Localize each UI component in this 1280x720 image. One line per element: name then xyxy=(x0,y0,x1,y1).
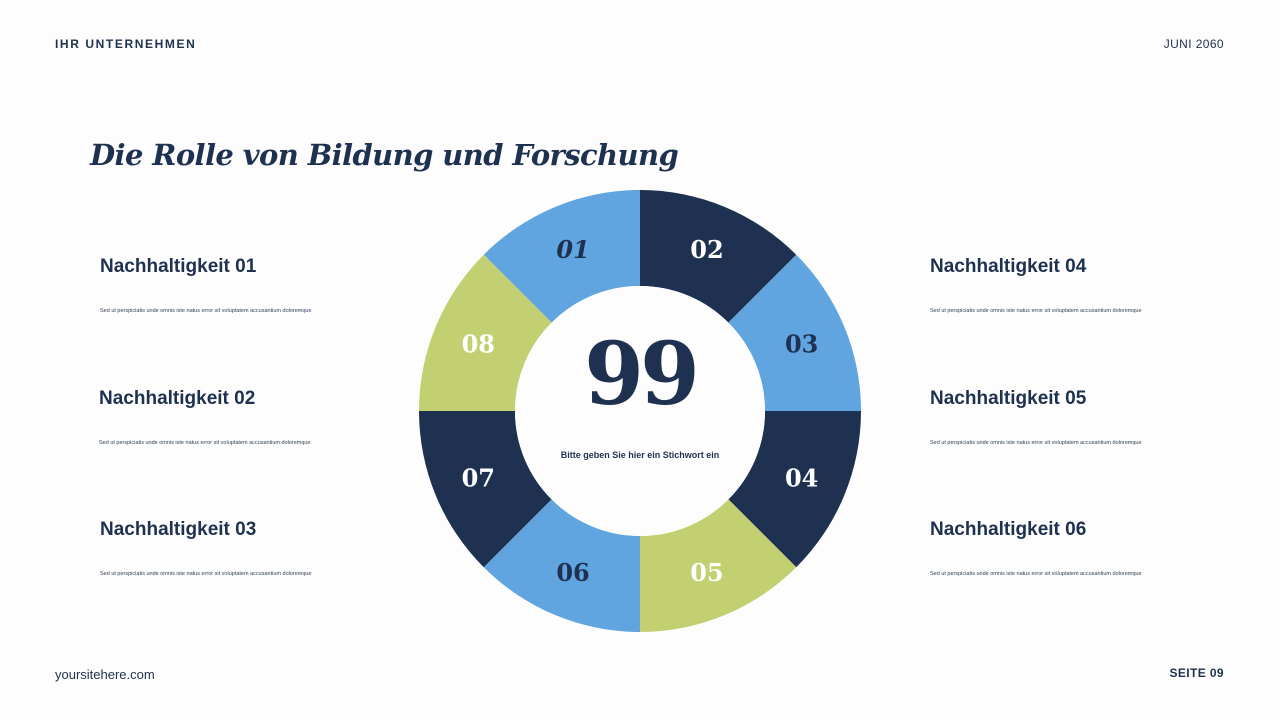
item-4: Nachhaltigkeit 04 Sed ut perspiciatis un… xyxy=(930,256,1230,314)
ring-segment-01 xyxy=(483,190,640,323)
center-keyword: Bitte geben Sie hier ein Stichwort ein xyxy=(560,450,720,460)
ring-segment-label-02: 02 xyxy=(690,235,723,264)
company-name: IHR UNTERNEHMEN xyxy=(55,37,197,51)
item-text: Sed ut perspiciatis unde omnis iste natu… xyxy=(100,571,312,577)
item-2: Nachhaltigkeit 02 Sed ut perspiciatis un… xyxy=(99,388,399,446)
ring-center xyxy=(515,286,765,536)
ring-segment-label-07: 07 xyxy=(462,463,495,492)
item-heading: Nachhaltigkeit 05 xyxy=(930,388,1087,409)
ring-segment-label-06: 06 xyxy=(556,558,589,587)
item-heading: Nachhaltigkeit 03 xyxy=(100,519,257,540)
item-text: Sed ut perspiciatis unde omnis iste natu… xyxy=(930,571,1142,577)
item-text: Sed ut perspiciatis unde omnis iste natu… xyxy=(100,308,312,314)
ring-segment-07 xyxy=(419,411,552,568)
item-heading: Nachhaltigkeit 04 xyxy=(930,256,1087,277)
item-heading: Nachhaltigkeit 06 xyxy=(930,519,1087,540)
item-text: Sed ut perspiciatis unde omnis iste natu… xyxy=(99,440,311,446)
ring-segment-04 xyxy=(728,411,861,568)
center-number: 99 xyxy=(584,324,700,425)
ring-segment-label-04: 04 xyxy=(785,463,818,492)
ring-segment-label-08: 08 xyxy=(462,330,495,359)
item-1: Nachhaltigkeit 01 Sed ut perspiciatis un… xyxy=(100,256,400,314)
item-heading: Nachhaltigkeit 01 xyxy=(100,256,257,277)
ring-segment-03 xyxy=(728,254,861,411)
ring-segment-label-01: 01 xyxy=(556,235,589,264)
ring-segment-05 xyxy=(640,499,797,632)
slide-title: Die Rolle von Bildung und Forschung xyxy=(90,138,679,172)
ring-segment-08 xyxy=(419,254,552,411)
ring-segment-label-05: 05 xyxy=(690,558,723,587)
ring-segment-label-03: 03 xyxy=(785,330,818,359)
item-text: Sed ut perspiciatis unde omnis iste natu… xyxy=(930,440,1142,446)
ring-diagram: 01 02 03 04 05 06 07 08 xyxy=(419,190,861,632)
website-link[interactable]: yoursitehere.com xyxy=(55,667,155,682)
item-5: Nachhaltigkeit 05 Sed ut perspiciatis un… xyxy=(930,388,1230,446)
item-6: Nachhaltigkeit 06 Sed ut perspiciatis un… xyxy=(930,519,1230,577)
ring-segment-06 xyxy=(483,499,640,632)
ring-segment-02 xyxy=(640,190,797,323)
item-text: Sed ut perspiciatis unde omnis iste natu… xyxy=(930,308,1142,314)
header-date: JUNI 2060 xyxy=(1163,37,1224,51)
page-number: SEITE 09 xyxy=(1169,666,1224,680)
item-3: Nachhaltigkeit 03 Sed ut perspiciatis un… xyxy=(100,519,400,577)
item-heading: Nachhaltigkeit 02 xyxy=(99,388,256,409)
